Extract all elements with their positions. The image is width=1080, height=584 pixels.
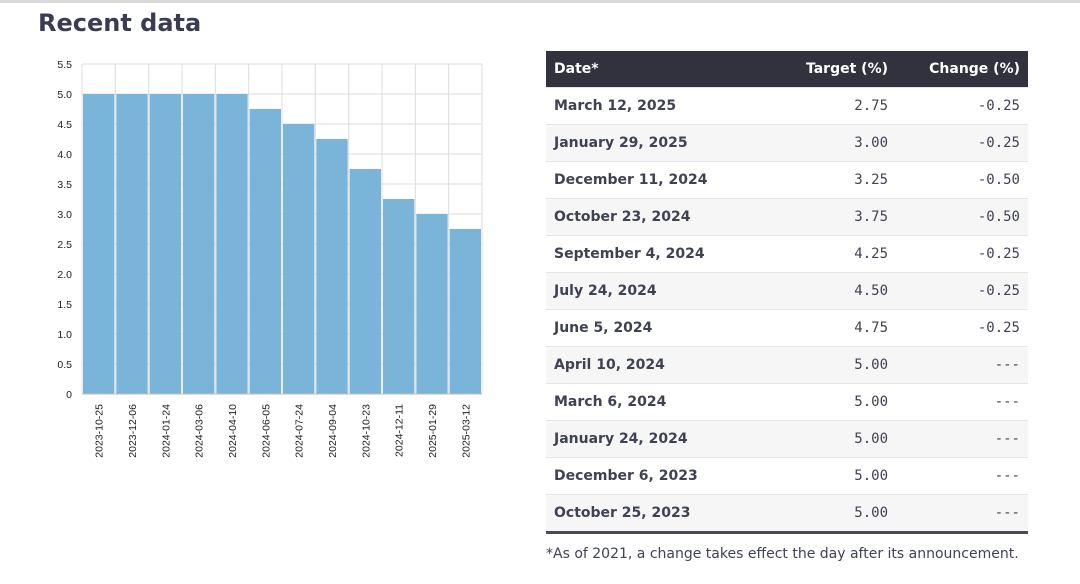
header-date: Date* <box>546 51 736 88</box>
row-target: 3.00 <box>736 124 896 162</box>
y-tick-label: 0 <box>66 389 72 401</box>
y-tick-label: 0.5 <box>57 359 72 371</box>
table-row: October 25, 2023 5.00 --- <box>546 494 1028 534</box>
y-tick-label: 5.0 <box>57 89 72 101</box>
table-row: September 4, 2024 4.25 -0.25 <box>546 235 1028 273</box>
row-change: -0.25 <box>896 124 1028 162</box>
row-target: 2.75 <box>736 87 896 125</box>
row-target: 4.50 <box>736 272 896 310</box>
bar <box>83 94 115 394</box>
bar <box>416 214 448 394</box>
bar <box>183 94 215 394</box>
row-target: 5.00 <box>736 494 896 534</box>
table-row: June 5, 2024 4.75 -0.25 <box>546 309 1028 347</box>
x-tick-label: 2024-01-24 <box>160 404 172 458</box>
bar <box>149 94 181 394</box>
chart-bars <box>83 94 481 394</box>
row-change: --- <box>896 457 1028 495</box>
table-row: October 23, 2024 3.75 -0.50 <box>546 198 1028 236</box>
x-tick-label: 2024-09-04 <box>327 404 339 458</box>
row-change: -0.25 <box>896 309 1028 347</box>
row-change: -0.25 <box>896 235 1028 273</box>
y-tick-label: 3.5 <box>57 179 72 191</box>
y-tick-label: 1.5 <box>57 299 72 311</box>
bar <box>116 94 148 394</box>
row-date: June 5, 2024 <box>546 309 736 347</box>
row-date: March 12, 2025 <box>546 87 736 125</box>
row-change: -0.25 <box>896 272 1028 310</box>
row-change: --- <box>896 383 1028 421</box>
row-target: 5.00 <box>736 420 896 458</box>
rate-bar-chart: 0 0.5 1.0 1.5 2.0 2.5 3.0 3.5 4.0 4.5 5.0 5.5 2023-1… <box>57 59 483 458</box>
row-date: April 10, 2024 <box>546 346 736 384</box>
row-date: January 29, 2025 <box>546 124 736 162</box>
table-row: April 10, 2024 5.00 --- <box>546 346 1028 384</box>
row-target: 5.00 <box>736 457 896 495</box>
table-row: January 29, 2025 3.00 -0.25 <box>546 124 1028 162</box>
row-date: October 25, 2023 <box>546 494 736 534</box>
x-tick-label: 2023-10-25 <box>94 404 106 458</box>
row-target: 3.75 <box>736 198 896 236</box>
table-row: December 11, 2024 3.25 -0.50 <box>546 161 1028 199</box>
row-date: March 6, 2024 <box>546 383 736 421</box>
row-target: 4.25 <box>736 235 896 273</box>
bar <box>383 199 415 394</box>
row-date: January 24, 2024 <box>546 420 736 458</box>
table-row: March 12, 2025 2.75 -0.25 <box>546 87 1028 125</box>
row-target: 5.00 <box>736 383 896 421</box>
row-change: -0.25 <box>896 87 1028 125</box>
row-date: October 23, 2024 <box>546 198 736 236</box>
x-tick-label: 2025-03-12 <box>460 404 472 458</box>
y-tick-label: 4.5 <box>57 119 72 131</box>
top-divider <box>0 0 1080 3</box>
row-change: --- <box>896 494 1028 534</box>
y-tick-label: 5.5 <box>57 59 72 71</box>
bar <box>349 169 381 394</box>
x-tick-label: 2024-12-11 <box>394 404 406 457</box>
header-target: Target (%) <box>736 51 896 88</box>
row-date: July 24, 2024 <box>546 272 736 310</box>
table-row: December 6, 2023 5.00 --- <box>546 457 1028 495</box>
x-tick-label: 2024-04-10 <box>227 404 239 458</box>
bar <box>249 109 281 394</box>
table-row: March 6, 2024 5.00 --- <box>546 383 1028 421</box>
x-tick-label: 2023-12-06 <box>127 404 139 458</box>
row-change: --- <box>896 420 1028 458</box>
row-date: December 11, 2024 <box>546 161 736 199</box>
bar <box>216 94 248 394</box>
bar <box>449 229 481 394</box>
x-tick-label: 2024-03-06 <box>194 404 206 458</box>
y-tick-label: 2.0 <box>57 269 72 281</box>
chart-gridlines <box>81 63 483 395</box>
footnote: *As of 2021, a change takes effect the d… <box>546 546 1019 562</box>
row-target: 3.25 <box>736 161 896 199</box>
header-change: Change (%) <box>896 51 1028 88</box>
x-tick-label: 2025-01-29 <box>427 404 439 458</box>
x-tick-label: 2024-07-24 <box>294 404 306 458</box>
row-date: September 4, 2024 <box>546 235 736 273</box>
chart-axes: 0 0.5 1.0 1.5 2.0 2.5 3.0 3.5 4.0 4.5 5.0 5.5 2023-1… <box>57 59 482 458</box>
y-tick-label: 4.0 <box>57 149 72 161</box>
x-tick-label: 2024-06-05 <box>260 404 272 458</box>
y-tick-label: 1.0 <box>57 329 72 341</box>
row-change: -0.50 <box>896 198 1028 236</box>
row-change: -0.50 <box>896 161 1028 199</box>
table-row: July 24, 2024 4.50 -0.25 <box>546 272 1028 310</box>
table-row: January 24, 2024 5.00 --- <box>546 420 1028 458</box>
bar <box>283 124 315 394</box>
row-date: December 6, 2023 <box>546 457 736 495</box>
y-tick-label: 3.0 <box>57 209 72 221</box>
row-change: --- <box>896 346 1028 384</box>
row-target: 5.00 <box>736 346 896 384</box>
section-title: Recent data <box>38 9 202 37</box>
y-tick-label: 2.5 <box>57 239 72 251</box>
bar <box>316 139 348 394</box>
row-target: 4.75 <box>736 309 896 347</box>
x-tick-label: 2024-10-23 <box>360 404 372 458</box>
table-header-row: Date* Target (%) Change (%) <box>546 51 1028 88</box>
rates-table: Date* Target (%) Change (%) March 12, 20… <box>546 51 1028 534</box>
